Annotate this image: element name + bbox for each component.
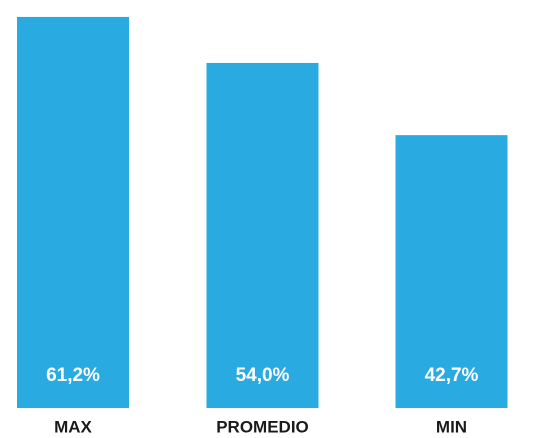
- bar: [17, 16, 129, 408]
- bar: [206, 62, 319, 408]
- category-label: MAX: [54, 417, 92, 436]
- value-label: 42,7%: [425, 365, 479, 386]
- value-label: 61,2%: [46, 365, 100, 386]
- category-label: PROMEDIO: [216, 417, 309, 436]
- bar: [395, 135, 508, 408]
- category-label: MIN: [436, 417, 467, 436]
- value-label: 54,0%: [236, 365, 290, 386]
